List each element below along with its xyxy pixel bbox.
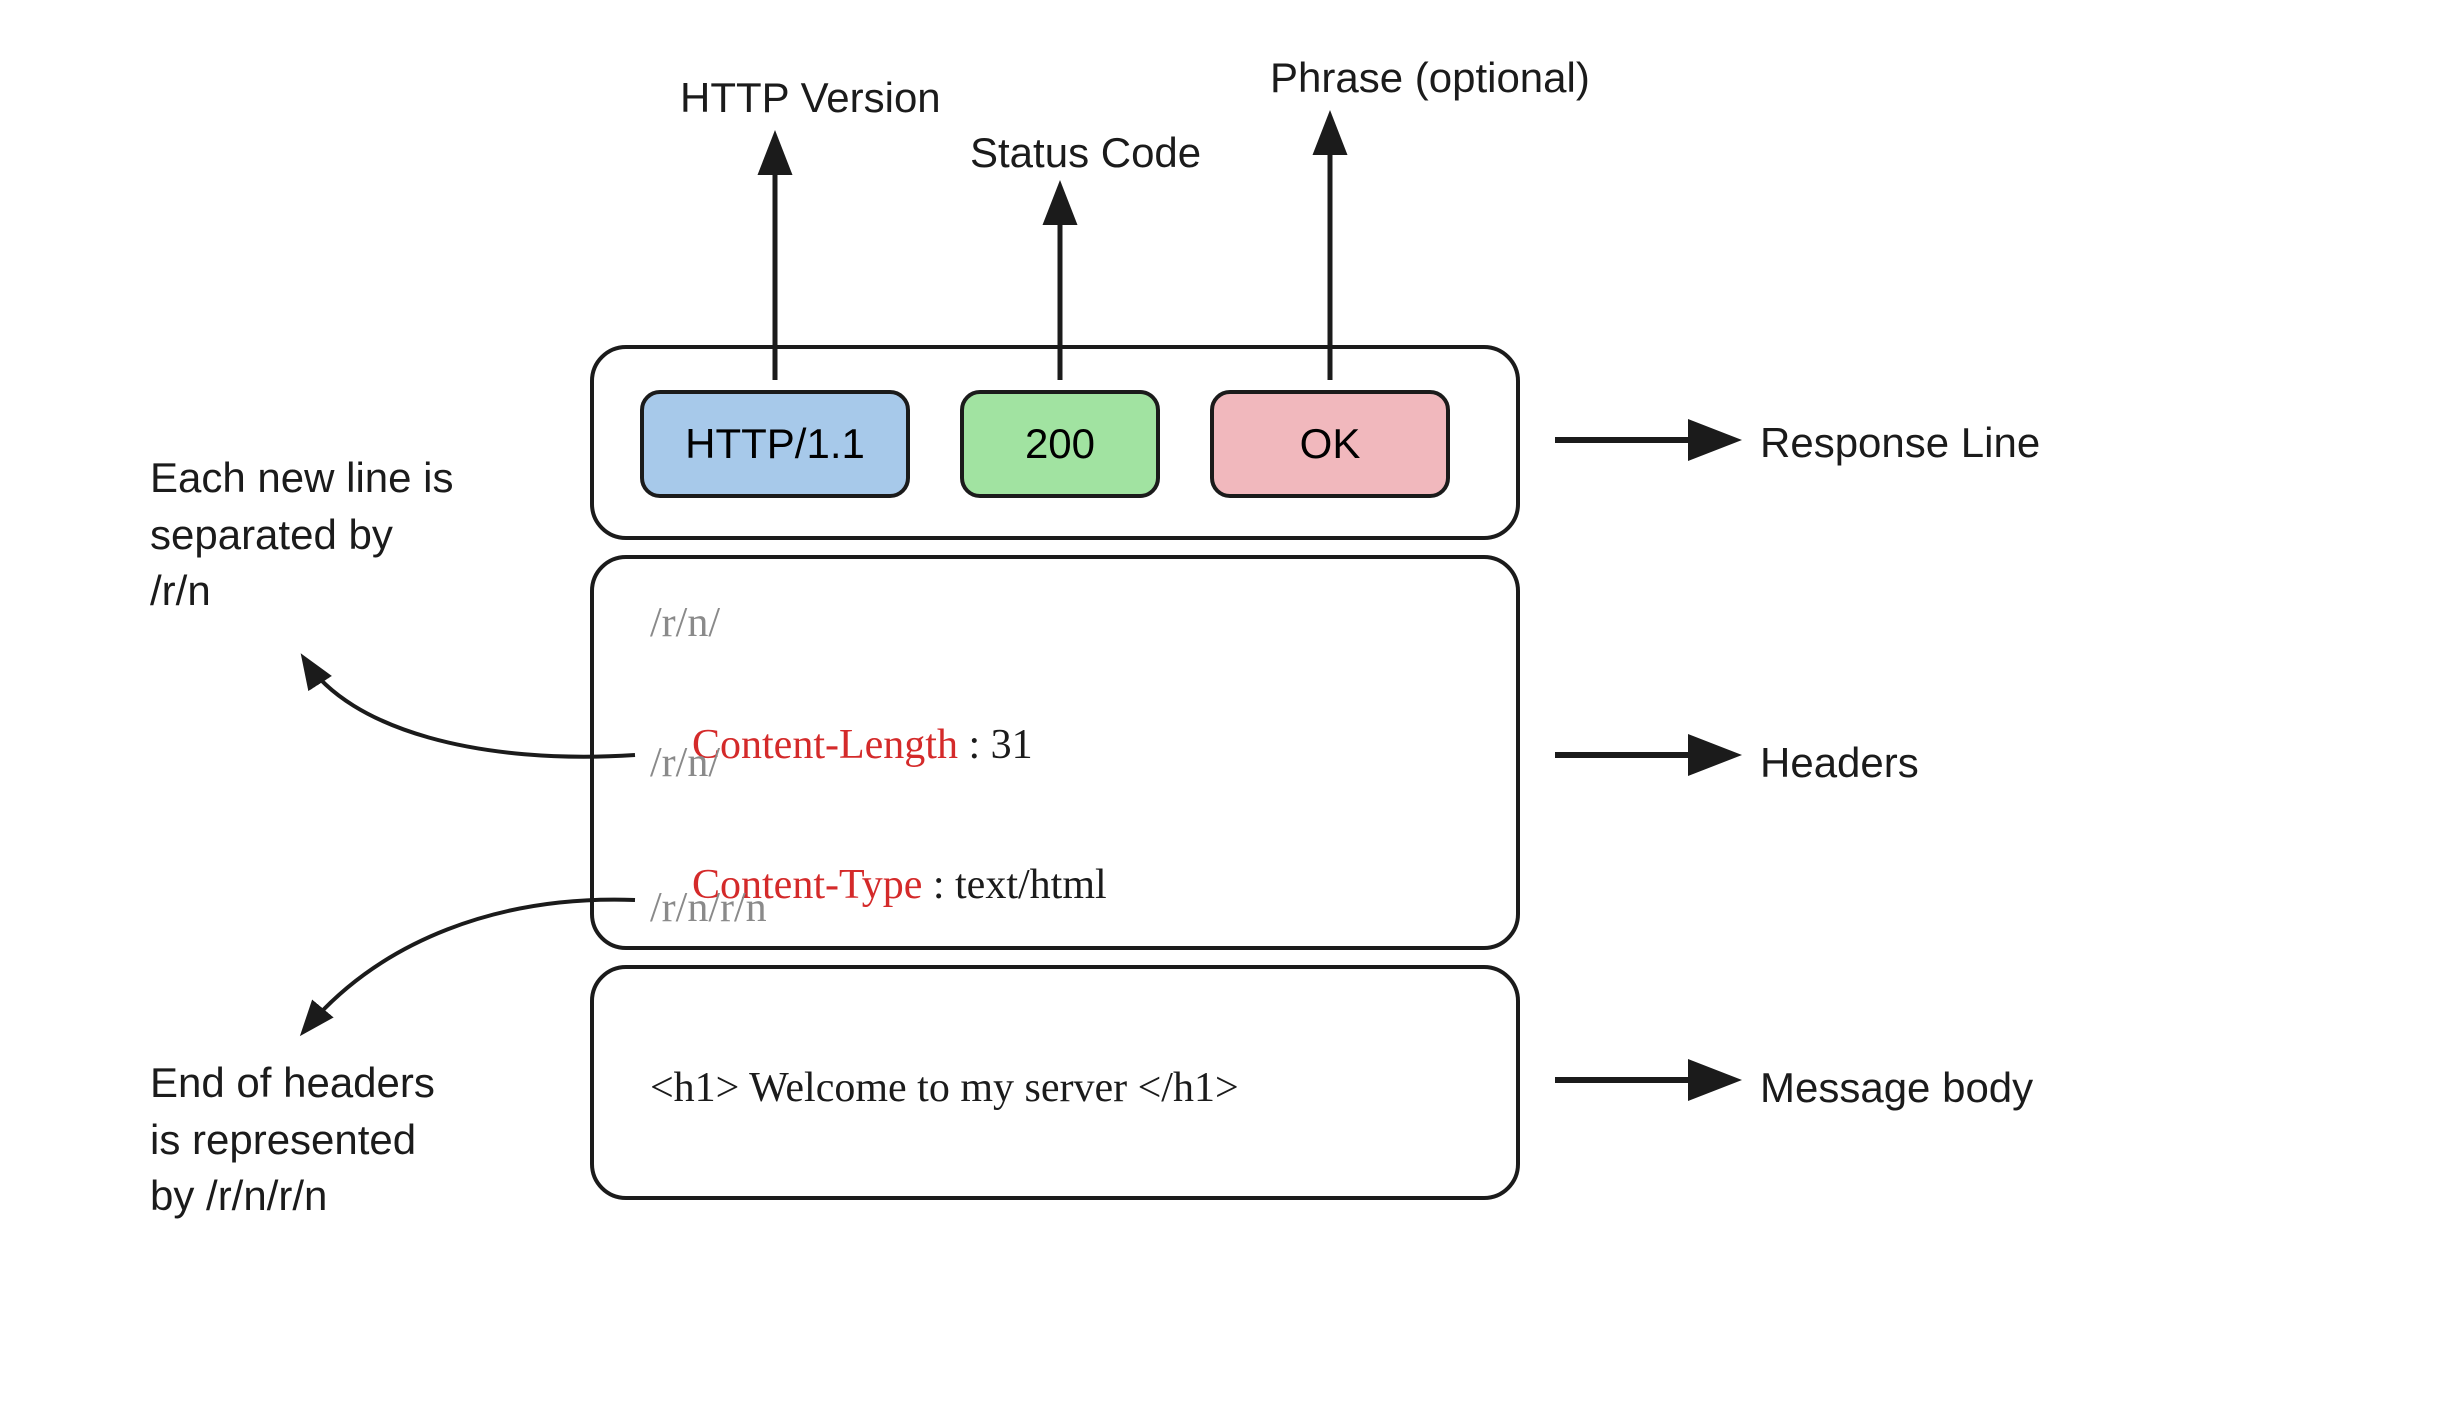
arrow-curve-end-headers [305, 900, 635, 1030]
sep-1: /r/n/ [650, 595, 720, 652]
end-sep: /r/n/r/n [650, 880, 767, 937]
sep-2: /r/n/ [650, 735, 720, 792]
diagram-canvas: HTTP/1.1 200 OK /r/n/ Content-Length : 3… [0, 0, 2438, 1414]
body-content: <h1> Welcome to my server </h1> [650, 1060, 1239, 1117]
header-1-name: Content-Length [692, 722, 958, 768]
status-code-chip: 200 [960, 390, 1160, 498]
http-version-text: HTTP/1.1 [685, 420, 865, 468]
header-2-val: text/html [955, 862, 1107, 908]
arrow-curve-line-sep [305, 660, 635, 757]
annot-line-sep: Each new line is separated by /r/n [150, 450, 454, 620]
phrase-text: OK [1300, 420, 1361, 468]
header-1-sep: : [958, 722, 991, 768]
annot-headers: Headers [1760, 735, 1919, 792]
annot-end-headers: End of headers is represented by /r/n/r/… [150, 1055, 435, 1225]
annot-status-code: Status Code [970, 125, 1201, 182]
header-1-val: 31 [991, 722, 1033, 768]
annot-phrase: Phrase (optional) [1270, 50, 1590, 107]
phrase-chip: OK [1210, 390, 1450, 498]
annot-http-version: HTTP Version [680, 70, 941, 127]
annot-message-body: Message body [1760, 1060, 2033, 1117]
status-code-text: 200 [1025, 420, 1095, 468]
annot-response-line: Response Line [1760, 415, 2040, 472]
header-2-sep: : [922, 862, 955, 908]
http-version-chip: HTTP/1.1 [640, 390, 910, 498]
